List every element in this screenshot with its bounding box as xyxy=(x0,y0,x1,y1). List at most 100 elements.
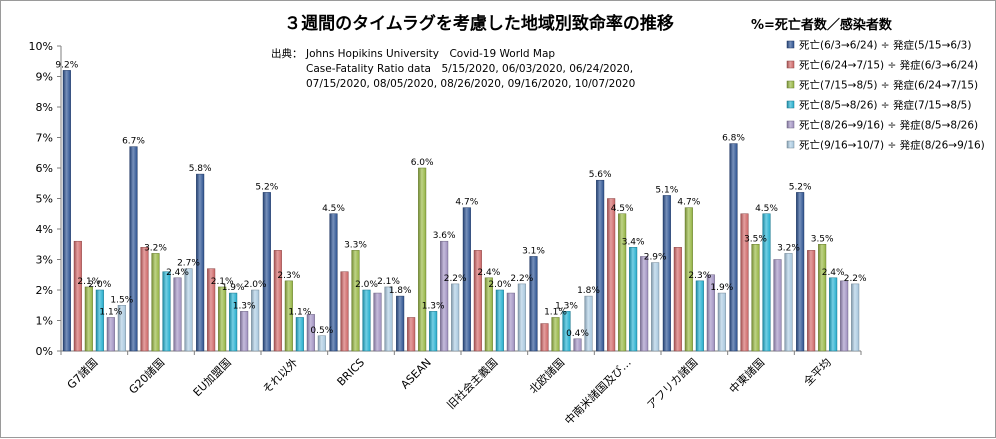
bar xyxy=(429,311,438,352)
data-label: 4.5% xyxy=(755,204,778,214)
data-label: 4.5% xyxy=(322,204,345,214)
bar xyxy=(729,143,738,352)
data-label: 1.9% xyxy=(222,283,245,293)
bar xyxy=(140,247,149,352)
bar xyxy=(596,179,605,352)
legend-swatch xyxy=(786,60,795,69)
data-label: 2.2% xyxy=(844,274,867,284)
bar xyxy=(851,283,860,352)
bar xyxy=(607,198,616,352)
y-tick-label: 3% xyxy=(36,254,53,267)
data-label: 3.6% xyxy=(433,231,456,241)
legend-entry: 死亡(6/3→6/24) ÷ 発症(5/15→6/3) xyxy=(799,39,971,52)
data-label: 3.3% xyxy=(344,240,367,250)
bar xyxy=(306,314,315,352)
source-line-3: 07/15/2020, 08/05/2020, 08/26/2020, 09/1… xyxy=(306,78,635,90)
legend-swatch xyxy=(786,140,795,149)
data-label: 1.1% xyxy=(99,307,122,317)
bar xyxy=(373,292,382,352)
x-tick-label: EU加盟国 xyxy=(191,356,234,399)
legend-swatch xyxy=(786,100,795,109)
bar xyxy=(284,280,293,352)
data-labels: 9.2%2.1%2.0%1.1%1.5%6.7%3.2%2.4%2.7%5.8%… xyxy=(55,60,867,338)
bar xyxy=(317,335,326,352)
y-tick-label: 9% xyxy=(36,71,53,84)
bar xyxy=(295,317,304,352)
y-axis: 0% 1% 2% 3% 4% 5% 6% 7% 8% 9% 10% xyxy=(29,40,62,358)
data-label: 1.8% xyxy=(389,286,412,296)
bar xyxy=(807,250,816,352)
source-label: 出典： xyxy=(271,47,303,60)
bar xyxy=(529,256,538,352)
legend-entry: 死亡(9/16→10/7) ÷ 発症(8/26→9/16) xyxy=(799,139,985,152)
data-label: 1.3% xyxy=(233,301,256,311)
bar xyxy=(706,274,715,352)
bar xyxy=(629,247,638,352)
bar xyxy=(662,195,671,352)
legend-entry: 死亡(6/24→7/15) ÷ 発症(6/3→6/24) xyxy=(799,59,978,72)
bar xyxy=(818,244,827,352)
bar xyxy=(796,192,805,352)
data-label: 1.8% xyxy=(577,286,600,296)
bar xyxy=(829,277,838,352)
data-label: 2.4% xyxy=(822,268,845,278)
x-axis: G7諸国 G20諸国 EU加盟国 それ以外 BRICS ASEAN 旧社会主義国 北欧諸国中南… xyxy=(60,350,862,427)
data-label: 1.1% xyxy=(288,307,311,317)
bar xyxy=(240,311,249,352)
x-tick-label: それ以外 xyxy=(260,356,300,396)
data-label: 2.7% xyxy=(177,259,200,269)
data-label: 1.3% xyxy=(555,301,578,311)
bar xyxy=(840,280,849,352)
bar xyxy=(218,286,227,352)
legend-swatch xyxy=(786,40,795,49)
data-label: 3.2% xyxy=(777,243,800,253)
bar xyxy=(551,317,560,352)
legend-entry: 死亡(7/15→8/5) ÷ 発症(6/24→7/15) xyxy=(799,79,978,92)
bar xyxy=(340,271,349,352)
data-label: 5.6% xyxy=(589,170,612,180)
data-label: 2.1% xyxy=(211,277,234,287)
data-label: 3.4% xyxy=(622,237,645,247)
data-label: 1.9% xyxy=(710,283,733,293)
bar xyxy=(517,283,526,352)
data-label: 4.7% xyxy=(677,198,700,208)
data-label: 2.3% xyxy=(688,271,711,281)
bar xyxy=(762,213,771,352)
bar xyxy=(207,268,216,352)
data-label: 3.2% xyxy=(144,243,167,253)
bar xyxy=(740,213,749,352)
data-label: 5.2% xyxy=(255,182,278,192)
data-label: 2.2% xyxy=(510,274,533,284)
x-tick-label: アフリカ諸国 xyxy=(644,355,701,412)
data-label: 2.3% xyxy=(277,271,300,281)
y-tick-label: 2% xyxy=(36,284,53,297)
x-tick-label: G7諸国 xyxy=(64,355,100,391)
x-tick-label: G20諸国 xyxy=(126,355,167,396)
data-label: 2.0% xyxy=(88,280,111,290)
legend-swatch xyxy=(786,80,795,89)
data-label: 3.1% xyxy=(522,246,545,256)
bars xyxy=(62,70,860,352)
bar xyxy=(362,289,371,352)
y-tick-label: 4% xyxy=(36,223,53,236)
legend: 死亡(6/3→6/24) ÷ 発症(5/15→6/3) 死亡(6/24→7/15)… xyxy=(786,39,985,152)
bar xyxy=(262,192,271,352)
bar xyxy=(440,240,449,352)
bar xyxy=(506,292,515,352)
bar xyxy=(162,271,171,352)
ratio-note: %=死亡者数／感染者数 xyxy=(751,17,893,33)
data-label: 4.5% xyxy=(611,204,634,214)
bar xyxy=(751,244,760,352)
legend-entry: 死亡(8/26→9/16) ÷ 発症(8/5→8/26) xyxy=(799,119,978,132)
y-tick-label: 1% xyxy=(36,315,53,328)
bar xyxy=(640,256,649,352)
bar xyxy=(495,289,504,352)
bar xyxy=(95,289,104,352)
bar xyxy=(106,317,115,352)
bar xyxy=(62,70,71,352)
data-label: 3.5% xyxy=(811,234,834,244)
bar xyxy=(129,146,138,352)
data-label: 1.3% xyxy=(422,301,445,311)
